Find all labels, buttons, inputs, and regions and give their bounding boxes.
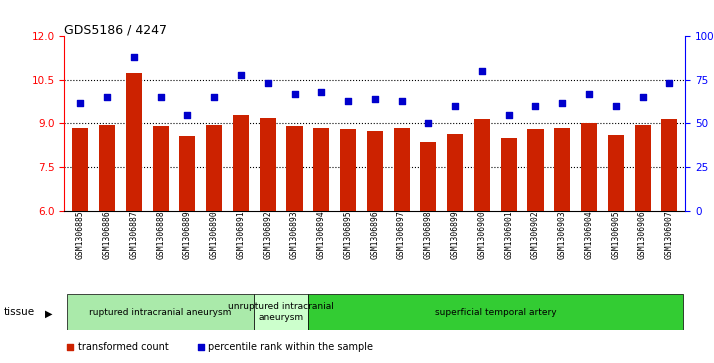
Point bbox=[208, 94, 220, 100]
Bar bbox=[474, 119, 490, 211]
Text: GSM1306892: GSM1306892 bbox=[263, 211, 272, 259]
Point bbox=[449, 103, 461, 109]
Point bbox=[128, 54, 139, 60]
Text: GSM1306888: GSM1306888 bbox=[156, 211, 165, 259]
Text: GSM1306891: GSM1306891 bbox=[236, 211, 246, 259]
Text: tissue: tissue bbox=[4, 307, 35, 317]
Point bbox=[663, 81, 675, 86]
Bar bbox=[99, 125, 115, 211]
Point bbox=[556, 99, 568, 105]
Point bbox=[288, 91, 300, 97]
Text: ruptured intracranial aneurysm: ruptured intracranial aneurysm bbox=[89, 308, 232, 317]
Point bbox=[503, 112, 514, 118]
Point bbox=[155, 94, 166, 100]
Point bbox=[316, 89, 327, 95]
Bar bbox=[72, 128, 89, 211]
Point bbox=[396, 98, 407, 104]
Bar bbox=[179, 136, 196, 211]
Point bbox=[74, 99, 86, 105]
Text: GSM1306890: GSM1306890 bbox=[210, 211, 218, 259]
Text: GSM1306895: GSM1306895 bbox=[343, 211, 353, 259]
Text: GSM1306899: GSM1306899 bbox=[451, 211, 460, 259]
Text: GSM1306901: GSM1306901 bbox=[504, 211, 513, 259]
Bar bbox=[501, 138, 517, 211]
Bar bbox=[554, 128, 570, 211]
Bar bbox=[254, 294, 308, 330]
Text: GSM1306906: GSM1306906 bbox=[638, 211, 647, 259]
Point bbox=[181, 112, 193, 118]
Text: GSM1306887: GSM1306887 bbox=[129, 211, 139, 259]
Bar bbox=[340, 129, 356, 211]
Text: GSM1306898: GSM1306898 bbox=[424, 211, 433, 259]
Text: GSM1306893: GSM1306893 bbox=[290, 211, 299, 259]
Bar bbox=[260, 118, 276, 211]
Text: unruptured intracranial
aneurysm: unruptured intracranial aneurysm bbox=[228, 302, 334, 322]
Text: GSM1306885: GSM1306885 bbox=[76, 211, 85, 259]
Text: GSM1306904: GSM1306904 bbox=[585, 211, 593, 259]
Bar bbox=[286, 126, 303, 211]
Bar bbox=[528, 129, 543, 211]
Text: GDS5186 / 4247: GDS5186 / 4247 bbox=[64, 24, 167, 37]
Bar bbox=[581, 123, 597, 211]
Text: GSM1306903: GSM1306903 bbox=[558, 211, 567, 259]
Text: GSM1306902: GSM1306902 bbox=[531, 211, 540, 259]
Point bbox=[476, 68, 488, 74]
Bar bbox=[126, 73, 142, 211]
Text: GSM1306905: GSM1306905 bbox=[611, 211, 620, 259]
Point bbox=[101, 94, 113, 100]
Bar bbox=[635, 125, 650, 211]
Bar bbox=[367, 131, 383, 211]
Bar bbox=[308, 294, 683, 330]
Text: GSM1306886: GSM1306886 bbox=[103, 211, 111, 259]
Bar bbox=[393, 128, 410, 211]
Point bbox=[342, 98, 353, 104]
Point bbox=[195, 344, 206, 350]
Text: GSM1306907: GSM1306907 bbox=[665, 211, 674, 259]
Text: transformed count: transformed count bbox=[78, 342, 169, 352]
Text: GSM1306897: GSM1306897 bbox=[397, 211, 406, 259]
Point bbox=[610, 103, 621, 109]
Bar bbox=[67, 294, 254, 330]
Bar bbox=[447, 134, 463, 211]
Text: superficial temporal artery: superficial temporal artery bbox=[435, 308, 556, 317]
Bar bbox=[608, 135, 624, 211]
Text: GSM1306900: GSM1306900 bbox=[478, 211, 486, 259]
Bar bbox=[153, 126, 169, 211]
Point bbox=[637, 94, 648, 100]
Text: GSM1306894: GSM1306894 bbox=[317, 211, 326, 259]
Point bbox=[423, 121, 434, 126]
Text: percentile rank within the sample: percentile rank within the sample bbox=[208, 342, 373, 352]
Text: ▶: ▶ bbox=[45, 308, 53, 318]
Point bbox=[262, 81, 273, 86]
Bar bbox=[233, 115, 249, 211]
Point bbox=[369, 96, 381, 102]
Bar bbox=[206, 125, 222, 211]
Point bbox=[235, 72, 247, 78]
Point bbox=[65, 344, 76, 350]
Bar bbox=[661, 119, 678, 211]
Point bbox=[530, 103, 541, 109]
Text: GSM1306896: GSM1306896 bbox=[371, 211, 379, 259]
Bar bbox=[313, 128, 329, 211]
Text: GSM1306889: GSM1306889 bbox=[183, 211, 192, 259]
Bar bbox=[421, 142, 436, 211]
Point bbox=[583, 91, 595, 97]
